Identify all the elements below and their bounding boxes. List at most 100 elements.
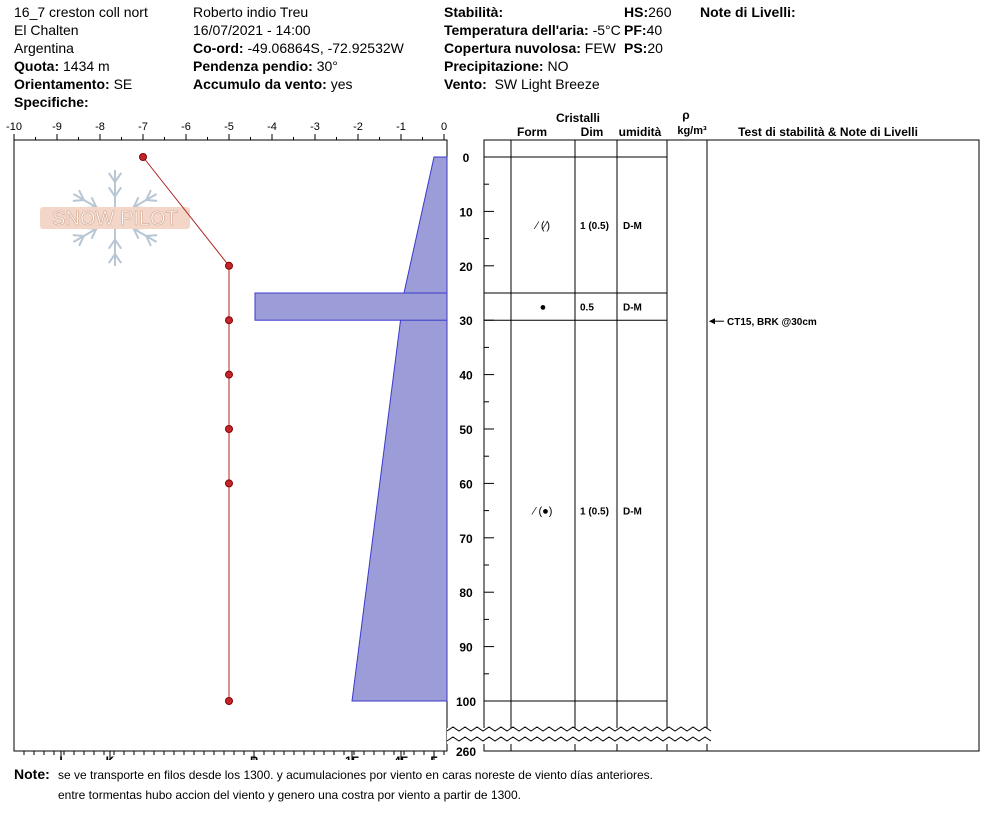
hs-row: HS:260 — [624, 4, 672, 20]
depth-tick-label: 20 — [459, 260, 473, 274]
layer-notes-header: Note di Livelli: — [700, 4, 796, 20]
flake-branch — [107, 186, 116, 197]
depth-break — [446, 726, 712, 744]
break-mask — [447, 728, 708, 744]
flake-branch — [145, 235, 152, 247]
snow-profile-chart: SNOW PILOT -10-9-8-7-6-5-4-3-2-10 IKP1F4… — [6, 108, 980, 760]
flake-branch — [145, 189, 152, 201]
elevation-row: Quota: 1434 m — [14, 58, 110, 74]
test-arrow-head — [709, 318, 715, 325]
density-symbol: ρ — [682, 108, 689, 122]
site-name: 16_7 creston coll nort — [14, 4, 148, 20]
flake-branch — [146, 199, 158, 202]
layer-cells: ⁄ (⁄) 1 (0.5) D-M ● 0.5 D-M ⁄ (●) 1 (0.5) D-M — [531, 220, 642, 518]
temperature-point — [139, 153, 147, 161]
depth-tick-label: 80 — [459, 586, 473, 600]
air-temp-row: Temperatura dell'aria: -5°C — [444, 22, 621, 38]
temp-tick-label: 0 — [441, 121, 447, 133]
depth-tick-label: 260 — [456, 745, 476, 759]
notes-line-2: entre tormentas hubo accion del viento y… — [58, 788, 521, 802]
snowpilot-watermark: SNOW PILOT — [40, 170, 190, 266]
break-zigzag-line — [446, 726, 712, 732]
ps-value: 20 — [647, 40, 663, 56]
moisture-value: D-M — [623, 507, 642, 518]
flake-branch — [90, 196, 98, 208]
coords-row: Co-ord: -49.06864S, -72.92532W — [193, 40, 404, 56]
grain-size: 0.5 — [580, 303, 594, 314]
flake-branch — [107, 239, 116, 250]
hardness-profile — [254, 156, 448, 702]
flake-branch — [132, 196, 140, 208]
header-col-4: HS:260 PF:40 PS:20 — [624, 3, 671, 57]
slope-row: Pendenza pendio: 30° — [193, 58, 338, 74]
layer-table-frame — [483, 139, 980, 752]
size-header: Dim — [581, 125, 604, 139]
hs-value: 260 — [648, 4, 672, 20]
coords-value: -49.06864S, -72.92532W — [247, 40, 404, 56]
grain-form: ⁄ (●) — [531, 506, 553, 518]
wind-loading-row: Accumulo da vento: yes — [193, 76, 353, 92]
temp-tick-label: -3 — [310, 121, 320, 133]
depth-tick-label: 70 — [459, 532, 473, 546]
temp-tick-label: -6 — [181, 121, 191, 133]
flake-branch — [78, 235, 85, 247]
flake-branch — [146, 234, 158, 237]
precip-row: Precipitazione: NO — [444, 58, 569, 74]
hardness-tick-label: 4F — [394, 754, 408, 760]
air-temp-value: -5°C — [592, 22, 621, 38]
precip-value: NO — [547, 58, 569, 74]
flake-branch — [107, 172, 116, 183]
ps-row: PS:20 — [624, 40, 663, 56]
form-header: Form — [517, 125, 547, 139]
area-name: El Chalten — [14, 22, 79, 38]
layer-table-columns — [510, 140, 708, 751]
temperature-profile — [139, 153, 233, 705]
depth-axis: 0 10 20 30 40 50 60 70 80 90 100 260 — [456, 151, 494, 759]
grain-form: ● — [540, 302, 547, 314]
aspect-value: SE — [113, 76, 133, 92]
depth-tick-label: 100 — [456, 695, 476, 709]
tests-header: Test di stabilità & Note di Livelli — [738, 125, 918, 139]
depth-tick-label: 50 — [459, 423, 473, 437]
depth-tick-label: 90 — [459, 641, 473, 655]
flake-branch — [114, 253, 123, 264]
density-unit: kg/m³ — [677, 125, 707, 137]
header-col-3: Stabilità: Temperatura dell'aria: -5°C C… — [444, 3, 621, 93]
flake-branch — [132, 228, 140, 240]
depth-tick-label: 10 — [459, 205, 473, 219]
flake-branch — [114, 186, 123, 197]
flake-branch — [78, 189, 85, 201]
elevation-value: 1434 m — [63, 58, 110, 74]
sky-value: FEW — [584, 40, 616, 56]
hardness-tick-label: 1F — [345, 754, 359, 760]
temp-tick-label: -7 — [138, 121, 148, 133]
pf-value: 40 — [646, 22, 663, 38]
test-label: CT15, BRK @30cm — [727, 317, 817, 328]
stability-tests: CT15, BRK @30cm — [709, 317, 817, 328]
hardness-tick-label: P — [250, 754, 258, 760]
temp-tick-label: -8 — [95, 121, 105, 133]
grain-size: 1 (0.5) — [580, 507, 609, 518]
observer-name: Roberto indio Treu — [193, 4, 309, 20]
watermark-text: SNOW PILOT — [52, 208, 178, 230]
moisture-value: D-M — [623, 303, 642, 314]
break-zigzag-line — [446, 736, 712, 742]
moisture-value: D-M — [623, 221, 642, 232]
depth-tick-label: 0 — [463, 151, 470, 165]
hardness-profile-area — [351, 156, 448, 702]
hardness-tick-label: K — [106, 754, 115, 760]
temperature-point — [225, 425, 233, 433]
temperature-point — [225, 261, 233, 270]
wind-loading-value: yes — [330, 76, 353, 92]
flake-branch — [72, 234, 84, 237]
notes-line-1: se ve transporte en filos desde los 1300… — [58, 768, 654, 782]
flake-branch — [107, 253, 116, 264]
grain-form: ⁄ (⁄) — [533, 220, 550, 232]
temperature-point — [225, 697, 233, 705]
specifics-row: Specifiche: — [14, 94, 89, 110]
temperature-point — [225, 370, 233, 379]
pf-row: PF:40 — [624, 22, 663, 38]
temp-tick-label: -4 — [267, 121, 277, 133]
temp-tick-label: -2 — [353, 121, 363, 133]
hardness-tick-label: I — [59, 754, 62, 760]
